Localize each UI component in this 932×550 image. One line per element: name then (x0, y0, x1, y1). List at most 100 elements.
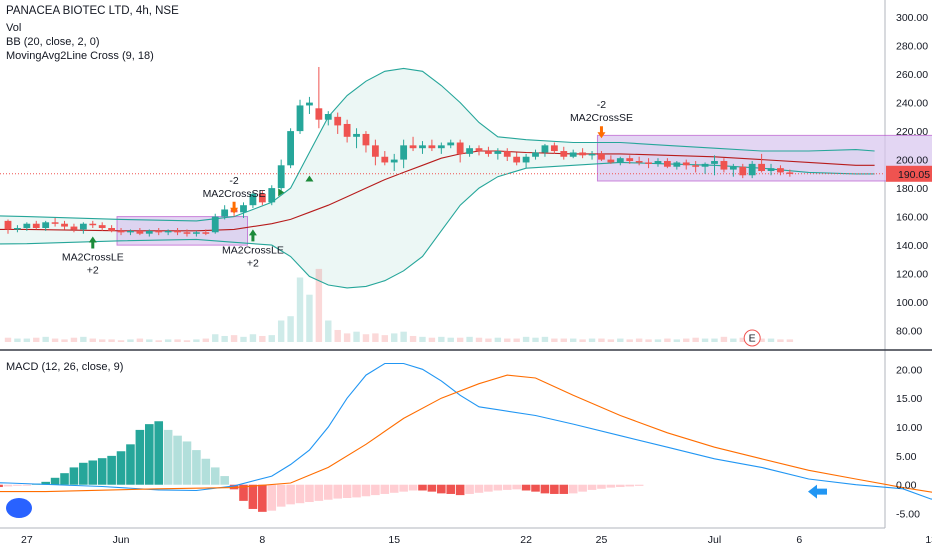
volume-bar (485, 338, 492, 342)
macd-histogram-bar (126, 444, 135, 485)
tradingview-logo-icon[interactable] (6, 498, 32, 518)
candle (221, 205, 229, 220)
candle-body (635, 161, 643, 163)
candle-body (428, 145, 436, 149)
candle-body (682, 162, 690, 166)
legend-ma-cross[interactable]: MovingAvg2Line Cross (9, 18) (6, 50, 154, 62)
volume-bar (221, 335, 228, 342)
candle (136, 228, 144, 236)
candle (532, 149, 539, 160)
time-axis-tick: Jul (708, 534, 721, 546)
volume-bar (33, 337, 40, 342)
volume-bar (4, 337, 12, 342)
volume-bar (14, 338, 21, 342)
macd-histogram-bar (455, 484, 465, 496)
buy-signal-label: +2 (87, 265, 99, 277)
macd-histogram-bar (286, 484, 295, 505)
candle (503, 148, 511, 162)
macd-histogram-bar (305, 484, 314, 503)
candle-body (221, 209, 229, 217)
candle-body (748, 163, 756, 176)
macd-histogram-bar (314, 484, 324, 501)
macd-axis-tick: 0.00 (896, 480, 917, 492)
candle-body (277, 165, 285, 189)
macd-histogram-bar (634, 484, 644, 486)
candle-body (240, 205, 247, 213)
candle-body (89, 223, 97, 226)
candle-body (174, 230, 181, 233)
candle (409, 136, 417, 152)
macd-histogram-bar (427, 484, 437, 492)
candle (381, 151, 389, 166)
candle-body (758, 163, 765, 171)
volume-bar (532, 337, 539, 342)
macd-histogram-bar (484, 484, 493, 492)
candle (635, 156, 643, 166)
macd-histogram-bar (210, 467, 220, 485)
volume-bar (739, 337, 746, 342)
candle (748, 161, 756, 179)
candle (287, 128, 294, 169)
candle (654, 158, 662, 167)
chart-title[interactable]: PANACEA BIOTEC LTD, 4h, NSE (6, 5, 179, 17)
candle (14, 225, 21, 233)
macd-histogram-bar (531, 484, 540, 492)
volume-bar (80, 336, 87, 342)
volume-bar (711, 338, 718, 342)
candle-body (409, 145, 417, 149)
candle-body (447, 142, 455, 146)
candle-body (522, 156, 530, 163)
price-axis-tick: 240.00 (896, 98, 928, 110)
candle (183, 229, 191, 237)
candle (61, 220, 68, 230)
candle (560, 146, 568, 160)
macd-histogram-bar (333, 484, 342, 499)
legend-volume[interactable]: Vol (6, 22, 22, 34)
candle (277, 159, 285, 191)
macd-histogram-bar (323, 484, 333, 500)
macd-histogram-bar (399, 484, 408, 492)
candle (616, 156, 624, 166)
candle (777, 165, 784, 176)
volume-bar (664, 338, 671, 342)
legend-macd[interactable]: MACD (12, 26, close, 9) (6, 361, 124, 373)
volume-bar (296, 277, 304, 342)
macd-histogram-bar (540, 484, 550, 494)
candle-body (287, 131, 294, 166)
macd-histogram-bar (163, 429, 173, 485)
volume-bar (513, 338, 520, 342)
volume-bar (99, 339, 106, 342)
volume-bar (362, 334, 370, 342)
candle (89, 220, 97, 228)
macd-histogram-bar (88, 460, 98, 485)
candle (701, 162, 709, 174)
candle-body (400, 145, 408, 160)
candle (419, 141, 426, 154)
candle (174, 228, 181, 236)
candle (550, 142, 558, 154)
macd-histogram-bar (361, 484, 371, 497)
candle (626, 155, 634, 164)
volume-bar (372, 333, 379, 342)
candle (211, 213, 219, 234)
candle (541, 143, 549, 157)
candle-body (532, 152, 539, 157)
candle (579, 148, 587, 159)
volume-bar (626, 339, 633, 342)
macd-histogram-bar (0, 484, 3, 488)
price-axis-tick: 180.00 (896, 183, 928, 195)
macd-histogram-bar (625, 484, 635, 487)
macd-histogram-bar (239, 484, 248, 501)
time-axis-tick: 13 (925, 534, 932, 546)
candle (145, 229, 153, 237)
candle (485, 146, 492, 157)
macd-histogram-bar (79, 462, 88, 485)
candle-body (720, 161, 728, 170)
candle-body (673, 162, 681, 167)
candle (513, 152, 521, 166)
sell-signal-label: -2 (597, 99, 606, 111)
small-right-arrow-icon (278, 188, 285, 197)
legend-bollinger-bands[interactable]: BB (20, close, 2, 0) (6, 36, 100, 48)
candle-body (466, 148, 473, 154)
